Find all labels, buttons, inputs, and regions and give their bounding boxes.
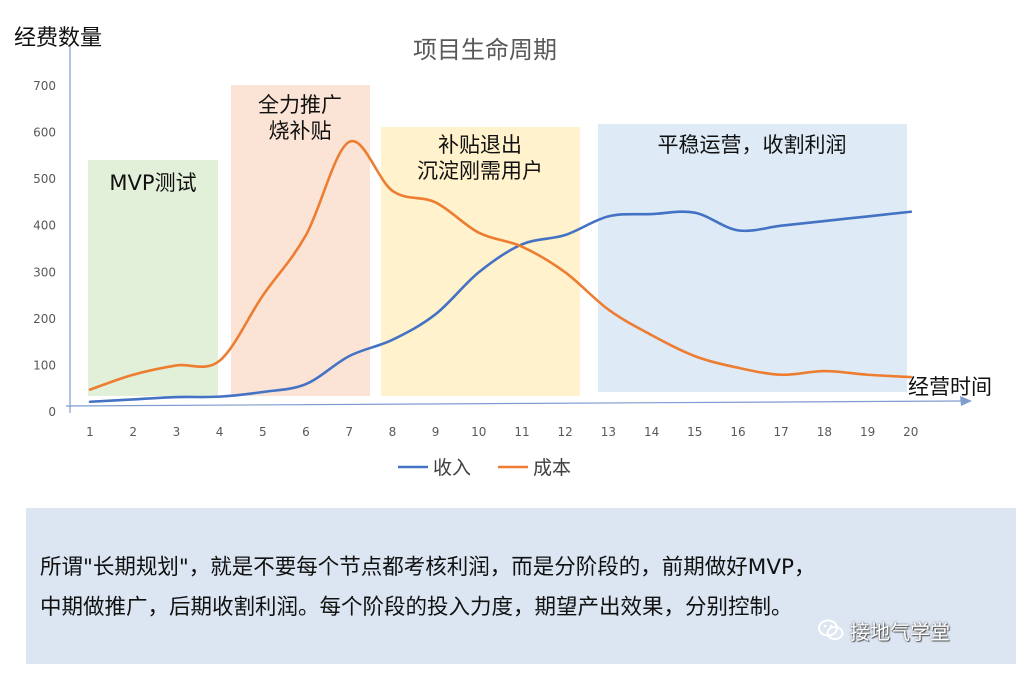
x-tick-label: 9	[432, 425, 440, 439]
x-tick-label: 6	[302, 425, 310, 439]
legend-label: 成本	[533, 457, 571, 479]
x-tick-label: 11	[514, 425, 529, 439]
y-tick-label: 700	[33, 79, 56, 93]
x-axis-line	[65, 400, 963, 407]
x-tick-label: 5	[259, 425, 267, 439]
x-tick-label: 17	[774, 425, 789, 439]
x-tick-label: 7	[345, 425, 353, 439]
phase-label: 全力推广	[258, 93, 342, 117]
x-axis-title: 经营时间	[908, 375, 992, 399]
chart-title: 项目生命周期	[413, 36, 557, 64]
x-axis-arrow	[960, 396, 972, 406]
x-tick-label: 15	[687, 425, 702, 439]
phase-label: 烧补贴	[269, 119, 332, 143]
phase-label: MVP测试	[109, 171, 196, 195]
watermark: 接地气学堂	[818, 616, 950, 644]
y-axis-title: 经费数量	[14, 26, 102, 51]
x-tick-label: 18	[817, 425, 832, 439]
y-tick-label: 100	[33, 358, 56, 372]
caption-panel	[26, 508, 1016, 664]
x-tick-label: 13	[601, 425, 616, 439]
legend-label: 收入	[433, 457, 471, 479]
series-line	[88, 210, 913, 404]
series-line	[88, 139, 913, 391]
x-tick-label: 10	[471, 425, 486, 439]
x-tick-label: 2	[129, 425, 137, 439]
wechat-icon	[818, 619, 844, 640]
caption: 所谓"长期规划"，就是不要每个节点都考核利润，而是分阶段的，前期做好MVP， 中…	[40, 548, 1015, 628]
x-tick-label: 8	[389, 425, 397, 439]
caption-line-1: 所谓"长期规划"，就是不要每个节点都考核利润，而是分阶段的，前期做好MVP，	[40, 555, 816, 580]
phase-region	[381, 127, 580, 396]
phase-region	[88, 160, 218, 396]
y-tick-label: 500	[33, 172, 56, 186]
y-tick-label: 200	[33, 312, 56, 326]
phase-label: 补贴退出	[438, 133, 522, 157]
y-tick-label: 400	[33, 219, 56, 233]
x-tick-label: 20	[903, 425, 918, 439]
x-tick-label: 12	[558, 425, 573, 439]
y-tick-label: 300	[33, 265, 56, 279]
watermark-text: 接地气学堂	[850, 619, 950, 644]
phase-label: 平稳运营，收割利润	[658, 133, 847, 157]
x-tick-label: 14	[644, 425, 659, 439]
phase-region	[598, 124, 907, 392]
x-tick-label: 3	[173, 425, 181, 439]
phase-region	[231, 85, 370, 396]
x-tick-label: 1	[86, 425, 94, 439]
x-tick-label: 19	[860, 425, 875, 439]
x-tick-label: 4	[216, 425, 224, 439]
y-tick-label: 600	[33, 126, 56, 140]
phase-label: 沉淀刚需用户	[417, 159, 543, 183]
y-tick-label: 0	[48, 405, 56, 419]
caption-line-2: 中期做推广，后期收割利润。每个阶段的投入力度，期望产出效果，分别控制。	[40, 595, 793, 620]
x-tick-label: 16	[730, 425, 745, 439]
